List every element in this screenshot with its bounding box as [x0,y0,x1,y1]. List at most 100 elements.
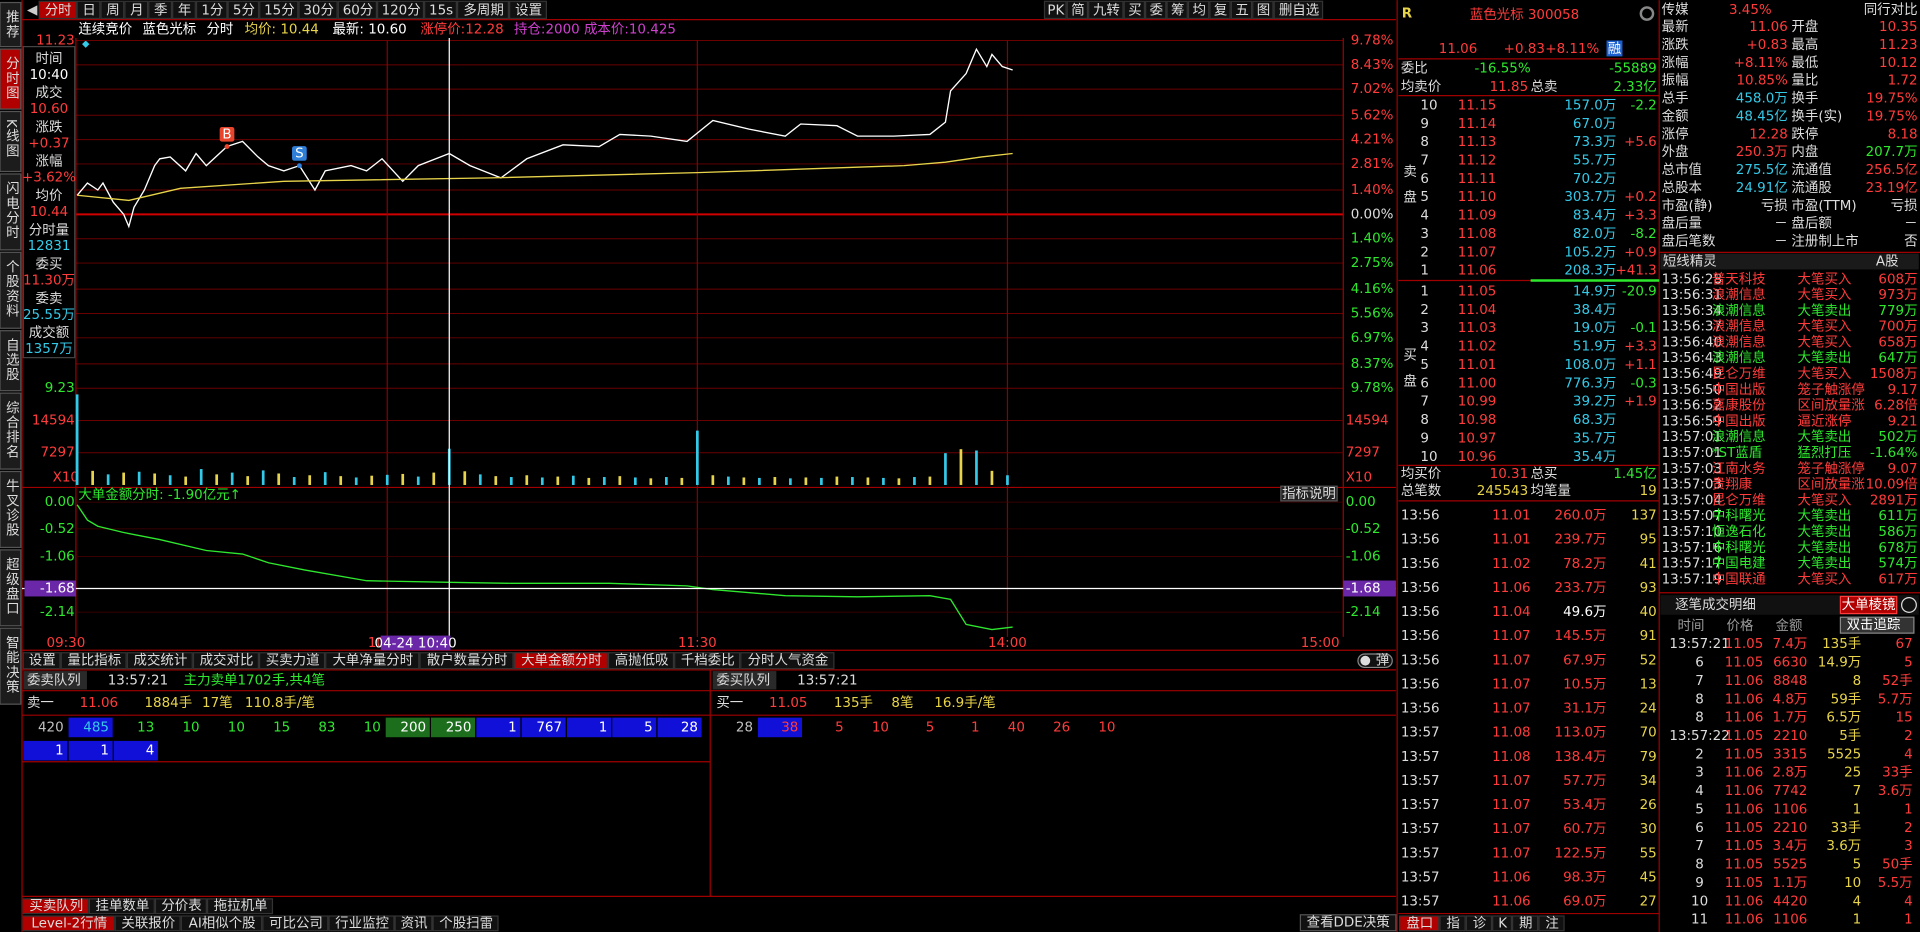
toolbar-button[interactable] [509,0,547,20]
quote-tab[interactable] [1439,915,1466,932]
side-tab[interactable] [0,330,22,392]
toolbar-button[interactable] [377,0,425,20]
toolbar-button[interactable] [100,0,125,20]
toolbar-button[interactable] [1043,0,1067,20]
toolbar-item[interactable]: 分时 [45,2,72,18]
bottom-tab[interactable] [88,898,155,915]
quote-tab-label[interactable]: K [1498,916,1508,931]
toolbar-item[interactable]: 年 [178,2,191,18]
toolbar-item[interactable]: 季 [154,2,167,18]
quote-tab[interactable] [1512,915,1539,932]
toolbar-button[interactable] [298,0,338,20]
toolbar-item[interactable]: 删自选 [1279,2,1319,18]
indicator-help[interactable] [1280,485,1338,502]
quote-tab[interactable] [1398,915,1440,932]
toolbar-button[interactable] [1187,0,1210,20]
side-tab-label[interactable]: 推荐 [3,10,20,40]
bottom-tab-label[interactable]: 行业监控 [335,915,389,931]
quote-tab[interactable] [1465,915,1493,932]
settings-icon[interactable] [1639,6,1655,21]
toolbar-button[interactable] [148,0,173,20]
bottom-tab-label[interactable]: 个股扫雷 [439,915,493,931]
toolbar-item[interactable]: 120分 [382,2,421,18]
indicator-tab[interactable] [607,652,675,670]
toolbar-item[interactable]: 均 [1192,2,1205,18]
toolbar-item[interactable]: 15s [429,3,453,18]
compare[interactable]: 同行对比 [1864,2,1918,18]
bottom-tab[interactable] [432,915,499,932]
dde-button[interactable] [1299,914,1397,932]
toolbar-button[interactable] [38,0,77,20]
indicator-tab-label[interactable]: 大单净量分时 [332,653,413,669]
side-tab[interactable] [0,627,22,705]
indicator-tab-label[interactable]: 设置 [29,653,56,669]
bottom-tab[interactable] [180,915,263,932]
side-tab-label[interactable]: 自选股 [3,338,20,382]
side-tab-label[interactable]: 闪电分时 [3,181,20,240]
indicator-tab[interactable] [513,652,608,670]
indicator-tab[interactable] [674,652,741,670]
toolbar-item[interactable]: 简 [1071,1,1084,18]
side-tab[interactable] [0,110,22,173]
prism-label[interactable]: 大单棱镜 [1842,597,1896,613]
toolbar-button[interactable] [1230,0,1253,20]
toolbar-button[interactable] [1252,0,1274,20]
toolbar-item[interactable]: 月 [130,3,143,18]
bottom-tab-label[interactable]: 资讯 [401,915,428,931]
side-tab-label[interactable]: 综合排名 [3,400,20,459]
toolbar-item[interactable]: 九转 [1093,2,1120,18]
toolbar-button[interactable] [1066,0,1089,20]
pause-icon[interactable] [1901,597,1917,613]
indicator-tab[interactable] [740,652,835,670]
toolbar-button[interactable] [337,0,378,20]
bottom-tab[interactable] [206,898,274,915]
toolbar-button[interactable] [172,0,196,20]
toolbar-button[interactable] [1123,0,1146,20]
toolbar-item[interactable]: 周 [106,3,119,18]
toolbar-item[interactable]: 买 [1128,2,1141,18]
indicator-tab-label[interactable]: 成交对比 [200,652,254,669]
bottom-tab[interactable] [394,915,433,932]
bottom-tab-label[interactable]: 分价表 [161,898,201,914]
side-tab[interactable] [0,48,22,110]
toolbar-item[interactable]: 15分 [264,2,295,18]
indicator-tab-label[interactable]: 散户数量分时 [427,652,508,669]
side-tab[interactable] [0,549,22,627]
toolbar-button[interactable] [424,0,457,20]
toolbar-item[interactable]: 日 [82,3,95,18]
side-tab-label[interactable]: 超级盘口 [3,557,20,616]
toolbar-item[interactable]: 5分 [233,2,255,18]
indicator-tab-label[interactable]: 量比指标 [67,653,121,669]
toolbar-button[interactable] [456,0,510,20]
indicator-tab[interactable] [60,652,127,670]
genie-market[interactable]: A股 [1876,255,1899,270]
toolbar-button[interactable] [1273,0,1324,20]
toolbar-button[interactable] [259,0,299,20]
toolbar-button[interactable] [76,0,101,20]
bottom-tab[interactable] [154,898,207,915]
toolbar-item[interactable]: 筹 [1171,1,1184,18]
indicator-tab-label[interactable]: 买卖力道 [266,653,320,669]
indicator-tab-label[interactable]: 大单金额分时 [521,653,602,669]
bottom-tab-label[interactable]: 可比公司 [269,915,323,931]
toolbar-button[interactable] [1166,0,1188,20]
toolbar-item[interactable]: 委 [1150,2,1163,18]
indicator-tab[interactable] [192,652,259,670]
indicator-tab[interactable] [258,652,326,670]
toolbar-button[interactable] [124,0,149,20]
indicator-tab-label[interactable]: 千档委比 [681,653,735,669]
toolbar-button[interactable] [1145,0,1167,20]
side-tab[interactable] [0,251,22,329]
quote-tab[interactable] [1538,915,1565,932]
toolbar-item[interactable]: 30分 [303,2,334,18]
toolbar-item[interactable]: 设置 [515,2,542,18]
toolbar-item[interactable]: PK [1047,3,1065,18]
toggle-label[interactable]: 弹 [1376,653,1389,669]
bottom-tab-label[interactable]: 关联报价 [121,915,175,931]
quote-tab-label[interactable]: 指 [1446,915,1459,931]
indicator-tab-label[interactable]: 分时人气资金 [748,653,829,669]
side-tab-label[interactable]: K线图 [3,119,20,158]
bottom-tab[interactable] [22,915,115,932]
toolbar-button[interactable] [1088,0,1124,20]
quote-tab-label[interactable]: 盘口 [1406,914,1433,931]
